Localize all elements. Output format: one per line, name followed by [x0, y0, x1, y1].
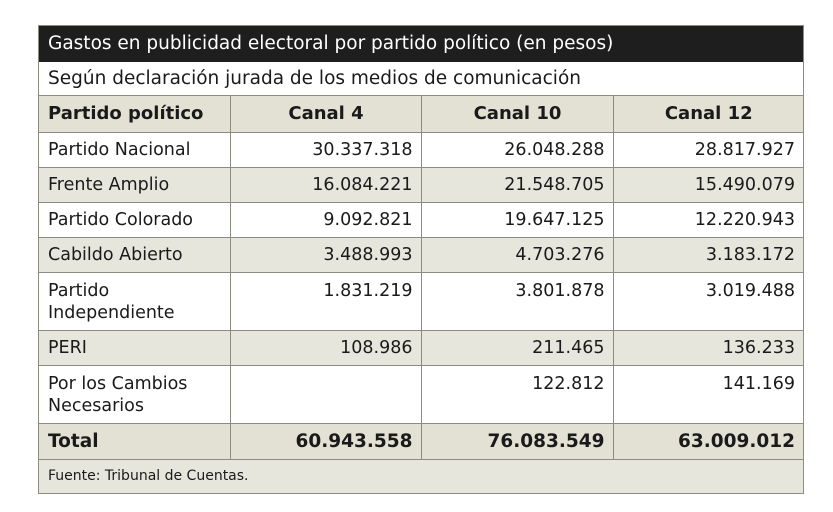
table-title: Gastos en publicidad electoral por parti… — [39, 26, 803, 62]
cell-canal-12: 12.220.943 — [613, 202, 803, 238]
table-row: PERI 108.986 211.465 136.233 — [39, 330, 803, 366]
column-header-canal-12: Canal 12 — [613, 96, 803, 133]
table-subtitle: Según declaración jurada de los medios d… — [39, 62, 803, 96]
cell-canal-4: 16.084.221 — [230, 167, 422, 203]
expenses-table: Partido político Canal 4 Canal 10 Canal … — [39, 96, 803, 460]
cell-canal-12: 28.817.927 — [613, 132, 803, 168]
expenses-table-figure: Gastos en publicidad electoral por parti… — [38, 25, 804, 494]
total-row: Total 60.943.558 76.083.549 63.009.012 — [39, 423, 803, 460]
row-party-label: Por los Cambios Necesarios — [39, 365, 231, 424]
cell-canal-10: 19.647.125 — [421, 202, 614, 238]
cell-canal-12: 3.019.488 — [613, 272, 803, 331]
cell-canal-10: 211.465 — [421, 330, 614, 366]
row-party-label: Partido Nacional — [39, 132, 231, 168]
table-row: Partido Nacional 30.337.318 26.048.288 2… — [39, 132, 803, 168]
table-row: Por los Cambios Necesarios 122.812 141.1… — [39, 365, 803, 424]
column-header-party: Partido político — [39, 96, 231, 133]
table-row: Partido Colorado 9.092.821 19.647.125 12… — [39, 202, 803, 238]
table-row: Cabildo Abierto 3.488.993 4.703.276 3.18… — [39, 237, 803, 273]
cell-canal-4 — [230, 365, 422, 424]
cell-canal-12: 141.169 — [613, 365, 803, 424]
cell-canal-10: 122.812 — [421, 365, 614, 424]
column-header-canal-4: Canal 4 — [230, 96, 422, 133]
cell-canal-12: 15.490.079 — [613, 167, 803, 203]
cell-canal-10: 21.548.705 — [421, 167, 614, 203]
cell-canal-4: 9.092.821 — [230, 202, 422, 238]
row-party-label: Cabildo Abierto — [39, 237, 231, 273]
cell-canal-10: 26.048.288 — [421, 132, 614, 168]
cell-canal-10: 3.801.878 — [421, 272, 614, 331]
row-party-label: PERI — [39, 330, 231, 366]
row-party-label: Partido Colorado — [39, 202, 231, 238]
cell-canal-4: 3.488.993 — [230, 237, 422, 273]
row-party-label: Partido Independiente — [39, 272, 231, 331]
total-label: Total — [39, 423, 231, 460]
cell-canal-4: 30.337.318 — [230, 132, 422, 168]
cell-canal-12: 3.183.172 — [613, 237, 803, 273]
total-canal-4: 60.943.558 — [230, 423, 422, 460]
row-party-label: Frente Amplio — [39, 167, 231, 203]
cell-canal-4: 1.831.219 — [230, 272, 422, 331]
cell-canal-4: 108.986 — [230, 330, 422, 366]
source-note: Fuente: Tribunal de Cuentas. — [39, 459, 803, 493]
table-row: Frente Amplio 16.084.221 21.548.705 15.4… — [39, 167, 803, 203]
header-row: Partido político Canal 4 Canal 10 Canal … — [39, 96, 803, 133]
total-canal-12: 63.009.012 — [613, 423, 803, 460]
cell-canal-10: 4.703.276 — [421, 237, 614, 273]
table-row: Partido Independiente 1.831.219 3.801.87… — [39, 272, 803, 331]
cell-canal-12: 136.233 — [613, 330, 803, 366]
total-canal-10: 76.083.549 — [421, 423, 614, 460]
column-header-canal-10: Canal 10 — [421, 96, 614, 133]
